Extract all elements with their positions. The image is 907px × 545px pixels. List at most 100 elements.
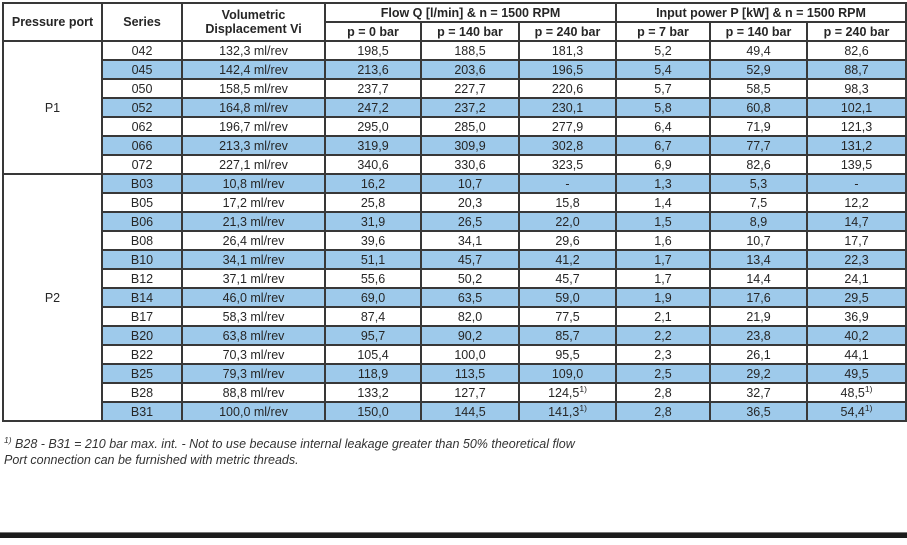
flow-140bar-cell: 203,6 <box>420 59 520 80</box>
displacement-cell: 164,8 ml/rev <box>181 97 326 118</box>
series-cell: B08 <box>101 230 183 251</box>
subcol-power-240bar: p = 240 bar <box>806 21 907 42</box>
power-7bar-cell: 1,4 <box>615 192 711 213</box>
series-cell: B03 <box>101 173 183 194</box>
series-cell: 062 <box>101 116 183 137</box>
power-140bar-cell: 58,5 <box>709 78 808 99</box>
power-140bar-cell: 36,5 <box>709 401 808 422</box>
table-row: B08 26,4 ml/rev 39,6 34,1 29,6 1,6 10,7 17,7 <box>3 230 907 251</box>
group-header-power: Input power P [kW] & n = 1500 RPM <box>615 2 907 23</box>
table-row: B06 21,3 ml/rev 31,9 26,5 22,0 1,5 8,9 14,7 <box>3 211 907 232</box>
table-row: P1 042 132,3 ml/rev 198,5 188,5 181,3 5,2 49,4 8… <box>2 40 907 175</box>
power-7bar-cell: 5,8 <box>615 97 711 118</box>
power-7bar-cell: 1,7 <box>615 249 711 270</box>
flow-140bar-cell: 90,2 <box>420 325 520 346</box>
table-row: 062 196,7 ml/rev 295,0 285,0 277,9 6,4 71,9 121… <box>3 116 907 137</box>
displacement-cell: 196,7 ml/rev <box>181 116 326 137</box>
power-240bar-cell: 14,7 <box>806 211 907 232</box>
flow-240bar-cell: 22,0 <box>518 211 617 232</box>
displacement-cell: 17,2 ml/rev <box>181 192 326 213</box>
power-7bar-cell: 2,8 <box>615 401 711 422</box>
power-140bar-cell: 82,6 <box>709 154 808 175</box>
flow-0bar-cell: 87,4 <box>324 306 422 327</box>
flow-240bar-cell: 29,6 <box>518 230 617 251</box>
power-7bar-cell: 1,6 <box>615 230 711 251</box>
power-140bar-cell: 52,9 <box>709 59 808 80</box>
flow-0bar-cell: 150,0 <box>324 401 422 422</box>
flow-0bar-cell: 31,9 <box>324 211 422 232</box>
flow-0bar-cell: 51,1 <box>324 249 422 270</box>
power-7bar-cell: 1,3 <box>615 173 711 194</box>
flow-0bar-cell: 105,4 <box>324 344 422 365</box>
flow-0bar-cell: 16,2 <box>324 173 422 194</box>
table-row: 052 164,8 ml/rev 247,2 237,2 230,1 5,8 60,8 102… <box>3 97 907 118</box>
flow-0bar-cell: 237,7 <box>324 78 422 99</box>
power-240bar-cell: 82,6 <box>806 40 907 61</box>
power-240bar-cell: 98,3 <box>806 78 907 99</box>
power-140bar-cell: 23,8 <box>709 325 808 346</box>
power-7bar-cell: 2,3 <box>615 344 711 365</box>
power-140bar-cell: 71,9 <box>709 116 808 137</box>
series-cell: 072 <box>101 154 183 175</box>
displacement-header-line2: Displacement Vi <box>205 22 302 36</box>
flow-140bar-cell: 100,0 <box>420 344 520 365</box>
flow-140bar-cell: 144,5 <box>420 401 520 422</box>
series-cell: B25 <box>101 363 183 384</box>
power-240bar-cell: 36,9 <box>806 306 907 327</box>
flow-0bar-cell: 198,5 <box>324 40 422 61</box>
power-7bar-cell: 2,2 <box>615 325 711 346</box>
series-cell: 042 <box>101 40 183 61</box>
flow-240bar-cell: 230,1 <box>518 97 617 118</box>
power-7bar-cell: 5,7 <box>615 78 711 99</box>
subcol-power-7bar: p = 7 bar <box>615 21 711 42</box>
displacement-cell: 46,0 ml/rev <box>181 287 326 308</box>
series-cell: B17 <box>101 306 183 327</box>
displacement-cell: 10,8 ml/rev <box>181 173 326 194</box>
series-cell: 052 <box>101 97 183 118</box>
flow-240bar-cell: 302,8 <box>518 135 617 156</box>
power-240bar-cell: 24,1 <box>806 268 907 289</box>
flow-140bar-cell: 10,7 <box>420 173 520 194</box>
flow-140bar-cell: 20,3 <box>420 192 520 213</box>
power-140bar-cell: 26,1 <box>709 344 808 365</box>
table-row: 072 227,1 ml/rev 340,6 330,6 323,5 6,9 82,6 139… <box>3 154 907 175</box>
table-row: B28 88,8 ml/rev 133,2 127,7 124,51) 2,8 32,7 48… <box>3 382 907 403</box>
flow-0bar-cell: 69,0 <box>324 287 422 308</box>
flow-240bar-cell: 277,9 <box>518 116 617 137</box>
flow-240bar-cell: 85,7 <box>518 325 617 346</box>
power-7bar-cell: 2,5 <box>615 363 711 384</box>
flow-240bar-cell: 109,0 <box>518 363 617 384</box>
power-140bar-cell: 13,4 <box>709 249 808 270</box>
flow-140bar-cell: 34,1 <box>420 230 520 251</box>
power-240bar-cell: 131,2 <box>806 135 907 156</box>
power-240bar-cell: 49,5 <box>806 363 907 384</box>
flow-240bar-cell: 41,2 <box>518 249 617 270</box>
flow-0bar-cell: 25,8 <box>324 192 422 213</box>
table-row: 050 158,5 ml/rev 237,7 227,7 220,6 5,7 58,5 98,… <box>3 78 907 99</box>
footnote-reference: 1) <box>579 402 587 413</box>
flow-240bar-cell: 15,8 <box>518 192 617 213</box>
series-cell: B10 <box>101 249 183 270</box>
table-row: B10 34,1 ml/rev 51,1 45,7 41,2 1,7 13,4 22,3 <box>3 249 907 270</box>
pressure-port-cell: P1 <box>2 40 103 175</box>
displacement-cell: 26,4 ml/rev <box>181 230 326 251</box>
series-cell: B12 <box>101 268 183 289</box>
displacement-header-line1: Volumetric <box>221 8 286 22</box>
power-7bar-cell: 6,7 <box>615 135 711 156</box>
power-140bar-cell: 49,4 <box>709 40 808 61</box>
table-header: Pressure port Series Volumetric Displace… <box>2 2 907 42</box>
flow-0bar-cell: 247,2 <box>324 97 422 118</box>
displacement-cell: 79,3 ml/rev <box>181 363 326 384</box>
flow-140bar-cell: 127,7 <box>420 382 520 403</box>
subcol-flow-140bar: p = 140 bar <box>420 21 520 42</box>
power-140bar-cell: 8,9 <box>709 211 808 232</box>
flow-140bar-cell: 113,5 <box>420 363 520 384</box>
series-cell: B20 <box>101 325 183 346</box>
bottom-rule <box>0 532 907 538</box>
flow-140bar-cell: 45,7 <box>420 249 520 270</box>
power-7bar-cell: 5,2 <box>615 40 711 61</box>
col-header-displacement: Volumetric Displacement Vi <box>181 2 326 42</box>
table-row: 045 142,4 ml/rev 213,6 203,6 196,5 5,4 52,9 88,… <box>3 59 907 80</box>
flow-240bar-cell: 77,5 <box>518 306 617 327</box>
